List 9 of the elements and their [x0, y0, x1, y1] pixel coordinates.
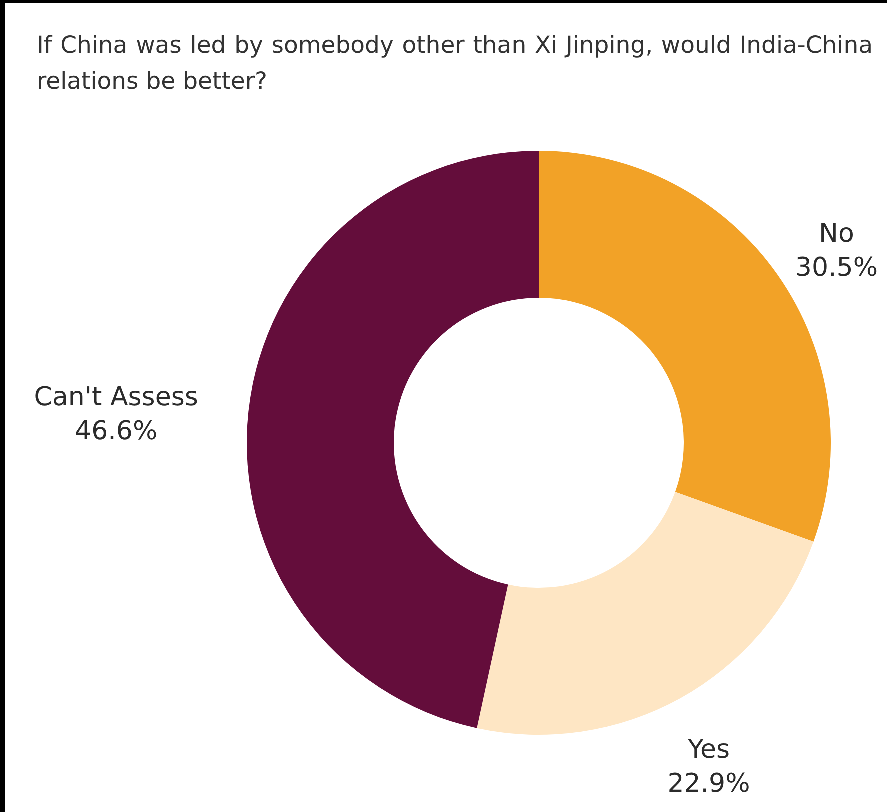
donut-slice [247, 151, 539, 728]
slice-label: Yes [687, 734, 730, 765]
data-label: 30.5% [795, 252, 878, 283]
slice-label: Can't Assess [34, 382, 198, 413]
donut-slice [477, 492, 814, 735]
data-label: 46.6% [75, 416, 158, 447]
chart-title: If China was led by somebody other than Xi Jinping, would India-China relations be better? [37, 30, 873, 98]
data-label: 22.9% [668, 768, 750, 799]
slice-label: No [819, 218, 854, 249]
